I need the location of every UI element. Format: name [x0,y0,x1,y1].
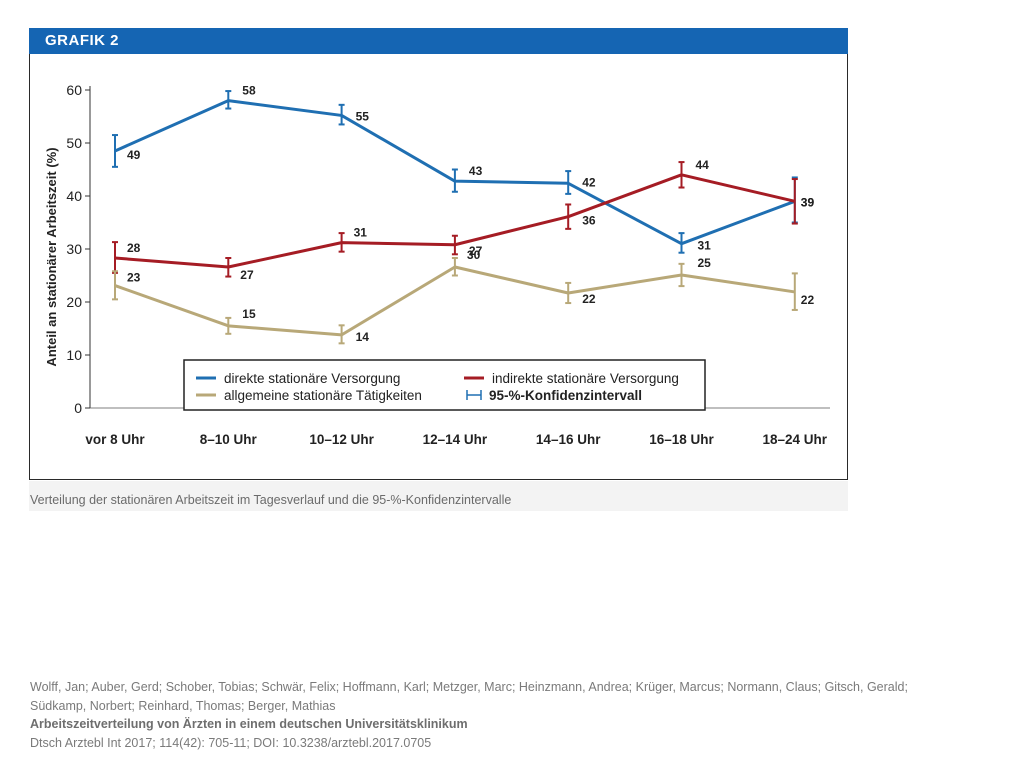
data-label: 44 [696,158,710,172]
y-tick-label: 0 [74,400,82,416]
error-bar [225,316,232,335]
legend-entry-1: direkte stationäre Versorgung [196,371,400,386]
citation-source: Dtsch Arztebl Int 2017; 114(42): 705-11;… [30,735,432,750]
data-label: 36 [582,214,596,228]
x-tick-label: 10–12 Uhr [309,432,374,447]
data-label: 22 [801,293,815,307]
series-1: 49 58 55 43 42 31 39 [112,84,815,254]
citation-authors-line-1: Wolff, Jan; Auber, Gerd; Schober, Tobias… [30,680,908,694]
data-label: 31 [354,226,368,240]
y-tick-label: 50 [66,135,82,151]
data-label: 28 [127,241,141,255]
y-axis-label: Anteil an stationärer Arbeitszeit (%) [44,147,59,366]
error-bar [565,203,572,230]
error-bar [791,272,798,311]
x-tick-label: 12–14 Uhr [423,432,488,447]
error-bar [565,281,572,305]
series-line [114,265,796,337]
data-label: 31 [698,239,712,253]
data-label: 49 [127,148,141,162]
data-label: 39 [801,195,815,209]
legend-box [183,359,706,411]
line-chart: 0 10 20 30 40 50 60 Anteil an stationärer Arbei… [44,82,830,447]
error-bar [451,234,458,256]
error-bar [225,90,232,110]
error-bar [225,257,232,278]
error-bar [678,262,685,288]
x-tick-label: 8–10 Uhr [200,432,258,447]
legend-label: 95-%-Konfidenzintervall [489,388,642,403]
caption-background [29,481,848,511]
data-label: 43 [469,164,483,178]
data-label: 23 [127,271,141,285]
data-label: 39 [801,195,815,209]
error-bar [112,270,118,301]
citation-authors-line-2: Südkamp, Norbert; Reinhard, Thomas; Berg… [30,698,336,713]
figure-header: GRAFIK 2 [29,28,848,54]
legend-entry-ci: 95-%-Konfidenzintervall [466,388,642,403]
data-label: 42 [582,175,596,189]
legend: direkte stationäre Versorgung indirekte s… [183,359,706,411]
data-label: 27 [469,244,483,258]
data-label: 15 [242,307,256,321]
figure-caption: Verteilung der stationären Arbeitszeit i… [30,493,512,507]
x-tick-label: 14–16 Uhr [536,432,601,447]
error-bar [565,170,572,195]
data-label: 30 [467,248,481,262]
error-bar [451,257,458,277]
data-label: 22 [582,292,596,306]
data-label: 55 [356,109,370,123]
y-tick-label: 10 [66,347,82,363]
error-bar [338,232,345,253]
legend-entry-3: allgemeine stationäre Tätigkeiten [196,388,422,403]
y-tick-label: 30 [66,241,82,257]
data-label: 25 [698,256,712,270]
x-tick-label: vor 8 Uhr [85,432,145,447]
legend-entry-2: indirekte stationäre Versorgung [464,371,679,386]
series-3: 23 15 14 27 22 25 22 [112,244,815,345]
series-2: 28 27 31 30 36 44 39 [112,158,814,282]
x-tick-label: 16–18 Uhr [649,432,714,447]
citation-title: Arbeitszeitverteilung von Ärzten in eine… [30,717,468,731]
legend-label: allgemeine stationäre Tätigkeiten [224,388,422,403]
error-bar [338,103,345,126]
series-group: 4958554342313928273130364439231514272225… [112,84,815,345]
error-bar [451,168,458,193]
y-tick-label: 60 [66,82,82,98]
error-bar [678,161,685,189]
data-label: 58 [242,84,256,98]
legend-label: indirekte stationäre Versorgung [492,371,679,386]
citation-block: Wolff, Jan; Auber, Gerd; Schober, Tobias… [30,678,990,752]
error-bar [678,232,685,254]
data-label: 14 [356,330,370,344]
axes: 0 10 20 30 40 50 60 Anteil an stationärer Arbei… [44,82,830,447]
x-tick-label: 18–24 Uhr [763,432,828,447]
legend-label: direkte stationäre Versorgung [224,371,400,386]
error-bar [112,134,118,168]
y-tick-label: 20 [66,294,82,310]
data-label: 27 [240,268,254,282]
error-bar [338,324,345,345]
y-tick-label: 40 [66,188,82,204]
error-bar [791,178,798,225]
